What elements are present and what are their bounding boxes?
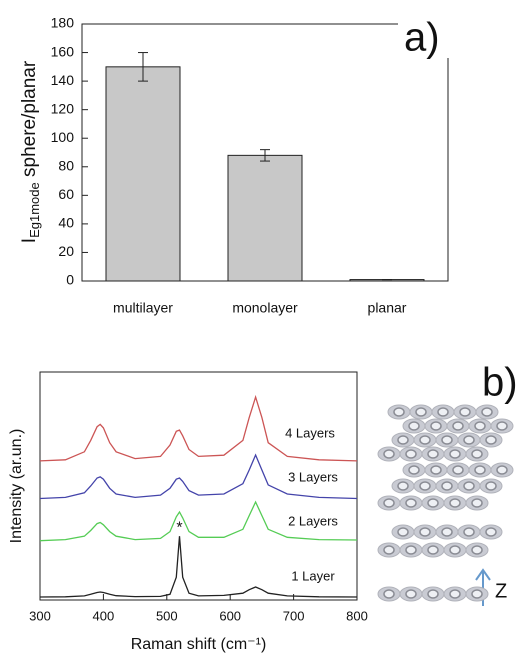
panel-label: a) xyxy=(404,16,440,60)
flake-ring xyxy=(485,527,497,537)
x-tick-label: multilayer xyxy=(113,300,173,316)
y-tick-label: 40 xyxy=(58,215,74,231)
error-bar xyxy=(138,52,148,82)
flake-ring xyxy=(419,435,431,445)
y-tick-label: 0 xyxy=(66,272,74,288)
flake-ring xyxy=(427,589,439,599)
flake-ring xyxy=(496,421,508,431)
error-bar xyxy=(260,149,270,162)
flake-ring xyxy=(449,589,461,599)
flake-ring xyxy=(481,407,493,417)
flake-ring xyxy=(449,545,461,555)
peak-annotation: * xyxy=(176,519,182,536)
flake-ring xyxy=(471,449,483,459)
flake-ring xyxy=(496,465,508,475)
flake-ring xyxy=(474,421,486,431)
y-tick-label: 60 xyxy=(58,186,74,202)
flake-ring xyxy=(474,465,486,475)
spectrum-line xyxy=(39,500,358,542)
flake-ring xyxy=(427,545,439,555)
x-tick-label: 600 xyxy=(219,608,241,623)
series-label: 4 Layers xyxy=(285,425,335,440)
flake-ring xyxy=(383,545,395,555)
flake-ring xyxy=(405,449,417,459)
bar xyxy=(227,154,303,282)
panel-label-bg xyxy=(398,14,468,58)
flake-ring xyxy=(408,421,420,431)
flake-ring xyxy=(383,498,395,508)
flake-ring xyxy=(485,435,497,445)
flake-ring xyxy=(383,589,395,599)
x-tick-label: 800 xyxy=(346,608,368,623)
flake-ring xyxy=(430,421,442,431)
y-tick-label: 100 xyxy=(51,129,75,145)
spectrum-line xyxy=(39,394,358,462)
x-tick-label: planar xyxy=(368,300,407,316)
panel-label: b) xyxy=(482,361,518,405)
y-label-sub: Eg1mode xyxy=(27,182,42,238)
flake-ring xyxy=(427,449,439,459)
flake-ring xyxy=(449,498,461,508)
x-tick-label: 400 xyxy=(93,608,115,623)
z-arrow-head xyxy=(475,568,491,581)
flake-ring xyxy=(485,481,497,491)
flake-ring xyxy=(393,407,405,417)
y-tick-label: 120 xyxy=(51,100,75,116)
flake-ring xyxy=(397,481,409,491)
flake-ring xyxy=(452,421,464,431)
flake-ring xyxy=(430,465,442,475)
spectrum-line xyxy=(39,536,358,598)
flake-ring xyxy=(463,481,475,491)
series-label: 1 Layer xyxy=(291,568,335,583)
flake-ring xyxy=(397,527,409,537)
flake-ring xyxy=(408,465,420,475)
flake-ring xyxy=(452,465,464,475)
x-tick-label: monolayer xyxy=(232,300,298,316)
flake-ring xyxy=(441,527,453,537)
flake-ring xyxy=(463,435,475,445)
flake-ring xyxy=(405,589,417,599)
y-tick-label: 180 xyxy=(51,15,75,31)
flake-ring xyxy=(427,498,439,508)
flake-ring xyxy=(415,407,427,417)
plot-frame xyxy=(39,371,358,601)
flake-ring xyxy=(419,481,431,491)
y-axis-label: Intensity (ar.un.) xyxy=(8,429,25,544)
series-label: 2 Layers xyxy=(288,513,338,528)
y-tick-label: 160 xyxy=(51,43,75,59)
bar xyxy=(105,66,181,282)
flake-ring xyxy=(441,435,453,445)
series-label: 3 Layers xyxy=(288,469,338,484)
flake-ring xyxy=(437,407,449,417)
flake-ring xyxy=(463,527,475,537)
flake-ring xyxy=(459,407,471,417)
y-tick-label: 80 xyxy=(58,157,74,173)
x-tick-label: 300 xyxy=(29,608,51,623)
flake-ring xyxy=(383,449,395,459)
flake-ring xyxy=(405,498,417,508)
x-tick-label: 500 xyxy=(156,608,178,623)
flake-ring xyxy=(441,481,453,491)
flake-ring xyxy=(471,545,483,555)
y-label-main: I xyxy=(19,238,40,243)
spectrum-line xyxy=(39,453,358,500)
flake-ring xyxy=(405,545,417,555)
flake-ring xyxy=(471,498,483,508)
y-axis-label: IEg1mode sphere/planar xyxy=(19,60,42,243)
x-tick-label: 700 xyxy=(283,608,305,623)
y-tick-label: 140 xyxy=(51,72,75,88)
flake-ring xyxy=(449,449,461,459)
z-label: Z xyxy=(495,580,507,602)
y-label-suffix: sphere/planar xyxy=(19,60,40,182)
flake-ring xyxy=(419,527,431,537)
flake-ring xyxy=(471,589,483,599)
flake-ring xyxy=(397,435,409,445)
layer-illustration: Z xyxy=(377,404,514,606)
y-tick-label: 20 xyxy=(58,243,74,259)
x-axis-label: Raman shift (cm⁻¹) xyxy=(131,636,267,653)
